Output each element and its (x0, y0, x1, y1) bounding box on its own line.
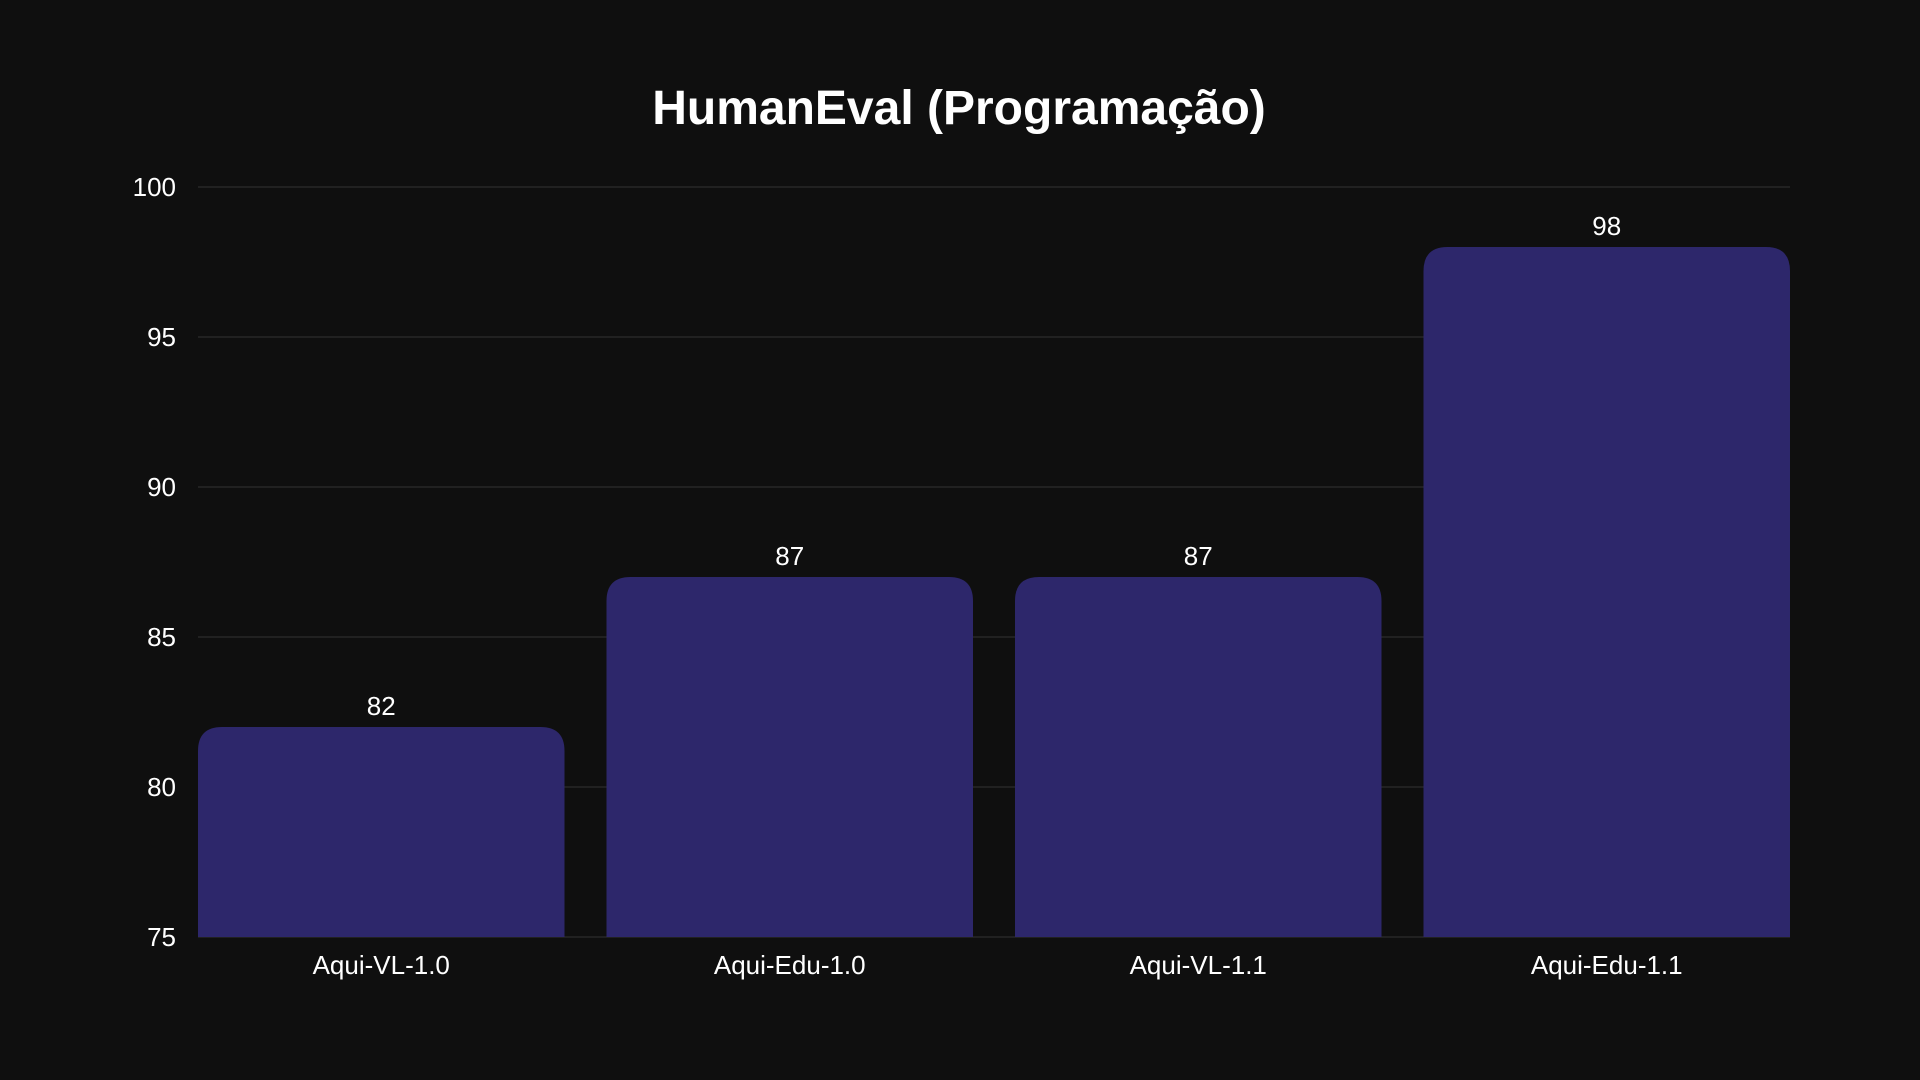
bar (1423, 247, 1790, 937)
y-tick-label: 95 (147, 322, 176, 352)
x-tick-label: Aqui-Edu-1.0 (714, 950, 866, 980)
y-tick-label: 85 (147, 622, 176, 652)
y-tick-label: 100 (133, 172, 176, 202)
x-axis-labels: Aqui-VL-1.0 Aqui-Edu-1.0 Aqui-VL-1.1 Aqui-E… (313, 950, 1683, 980)
y-tick-label: 80 (147, 772, 176, 802)
data-label: 87 (775, 541, 804, 571)
x-tick-label: Aqui-Edu-1.1 (1531, 950, 1683, 980)
data-label: 82 (367, 691, 396, 721)
bars: 82 87 87 98 (198, 211, 1790, 937)
y-axis-ticks: 75 80 85 90 95 100 (133, 172, 176, 952)
y-tick-label: 75 (147, 922, 176, 952)
x-tick-label: Aqui-VL-1.0 (313, 950, 450, 980)
data-label: 98 (1592, 211, 1621, 241)
bar (606, 577, 973, 937)
bar (1015, 577, 1382, 937)
data-label: 87 (1184, 541, 1213, 571)
bar (198, 727, 565, 937)
chart-title: HumanEval (Programação) (652, 82, 1266, 135)
y-tick-label: 90 (147, 472, 176, 502)
x-tick-label: Aqui-VL-1.1 (1130, 950, 1267, 980)
